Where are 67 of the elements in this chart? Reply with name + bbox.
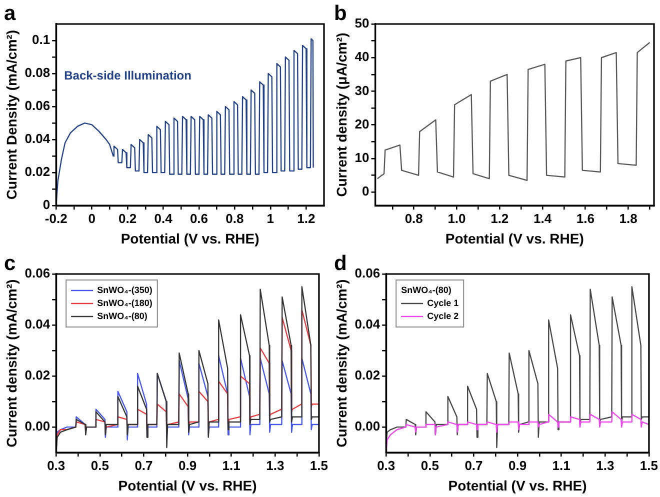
y-tick-label: 0.04 — [24, 316, 51, 332]
x-axis-title: Potential (V vs. RHE) — [120, 230, 260, 246]
x-tick-label: 1.3 — [596, 458, 614, 473]
legend-label: SnWO₄-(350) — [97, 284, 152, 295]
chart-title: c — [4, 252, 16, 275]
y-tick-label: 0 — [42, 197, 50, 212]
legend-label: Cycle 2 — [427, 310, 459, 321]
x-tick-label: 0.9 — [178, 458, 197, 473]
y-tick-label: 0.00 — [24, 418, 50, 434]
y-tick-label: 0.08 — [24, 65, 50, 80]
y-axis-title: Current density (μA/cm²) — [333, 32, 350, 197]
chart-title: b — [334, 2, 347, 25]
x-tick-label: 1.2 — [490, 210, 509, 226]
y-tick-label: 0.04 — [354, 316, 381, 332]
x-tick-label: 0.2 — [118, 210, 137, 226]
x-axis-title: Potential (V vs. RHE) — [448, 477, 587, 494]
x-tick-label: 1.5 — [640, 458, 658, 473]
x-tick-label: 1 — [266, 210, 274, 226]
chart-title: a — [4, 2, 16, 25]
y-tick-label: 0.00 — [354, 418, 380, 434]
x-tick-label: 0.5 — [420, 458, 439, 473]
y-tick-label: 0.02 — [354, 368, 380, 383]
annotation: Back-side Illumination — [64, 68, 192, 82]
legend-title: SnWO₄-(80) — [401, 284, 452, 295]
x-tick-label: 0.8 — [226, 210, 244, 226]
legend-label: Cycle 1 — [427, 298, 459, 308]
x-tick-label: 0.7 — [464, 458, 483, 473]
y-tick-label: 0.1 — [32, 32, 50, 48]
y-tick-label: 0.06 — [354, 266, 380, 281]
y-axis-title: Current density (mA/cm²) — [3, 279, 20, 448]
y-axis-title: Current density (mA/cm²) — [333, 279, 350, 448]
x-tick-label: 1.6 — [576, 210, 594, 226]
x-tick-label: 0.4 — [154, 210, 174, 226]
x-tick-label: 0 — [88, 210, 96, 226]
legend-label: SnWO₄-(80) — [97, 310, 148, 321]
x-tick-label: 1.0 — [448, 210, 466, 226]
x-tick-label: 1.1 — [222, 458, 240, 473]
x-tick-label: 0.3 — [47, 458, 66, 473]
y-tick-label: 0 — [362, 184, 370, 199]
y-tick-label: 50 — [354, 16, 370, 31]
x-tick-label: 1.4 — [533, 210, 552, 226]
x-tick-label: 1.3 — [266, 458, 284, 473]
x-tick-label: 1.5 — [310, 458, 328, 473]
x-tick-label: 0.5 — [90, 458, 109, 473]
x-axis-title: Potential (V vs. RHE) — [118, 477, 257, 494]
x-tick-label: 0.3 — [377, 458, 396, 473]
y-tick-label: 20 — [354, 116, 370, 132]
chart-title: d — [334, 252, 347, 275]
x-tick-label: 0.9 — [508, 458, 527, 473]
y-axis-title: Current Density (mA/cm²) — [3, 30, 20, 200]
x-tick-label: 1.1 — [552, 458, 570, 473]
y-tick-label: 0.06 — [24, 98, 50, 114]
x-tick-label: 0.8 — [404, 210, 423, 226]
y-tick-label: 40 — [354, 49, 370, 64]
x-tick-label: 1.8 — [619, 210, 638, 226]
x-tick-label: 0.7 — [134, 458, 153, 473]
x-tick-label: 0.6 — [190, 210, 208, 226]
x-tick-label: 1.2 — [297, 210, 316, 226]
y-tick-label: 0.06 — [24, 266, 50, 281]
legend-label: SnWO₄-(180) — [97, 298, 152, 308]
y-tick-label: 0.04 — [24, 131, 51, 146]
y-tick-label: 0.02 — [24, 368, 50, 383]
x-axis-title: Potential (V vs. RHE) — [445, 230, 584, 246]
x-tick-label: -0.2 — [44, 210, 68, 226]
y-tick-label: 30 — [354, 82, 370, 98]
y-tick-label: 10 — [354, 150, 370, 166]
y-tick-label: 0.02 — [24, 164, 50, 180]
